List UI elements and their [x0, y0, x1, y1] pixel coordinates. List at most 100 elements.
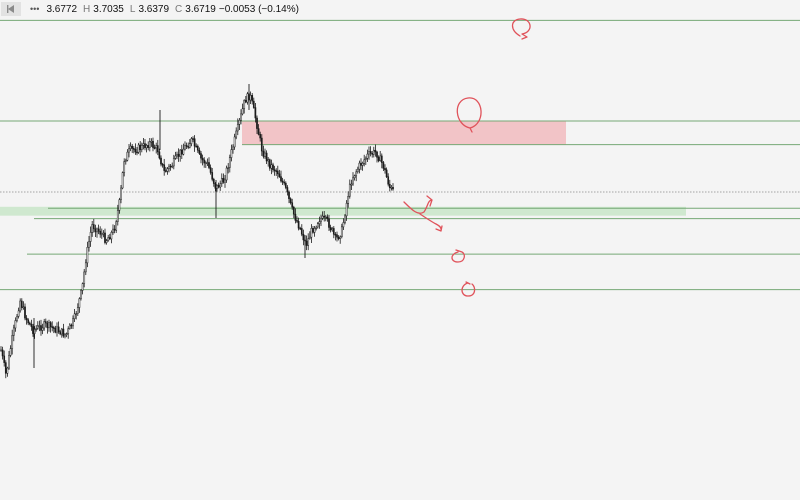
- candle-body: [376, 151, 378, 158]
- candle-body: [155, 145, 158, 149]
- candle: [121, 171, 124, 190]
- candle-body: [91, 224, 94, 233]
- candle-body: [192, 138, 194, 140]
- candle: [12, 324, 15, 342]
- candle: [126, 149, 129, 162]
- candle-body: [372, 149, 375, 155]
- candle: [366, 149, 369, 162]
- candle-body: [67, 328, 70, 335]
- candle-body: [148, 141, 151, 148]
- candle: [356, 166, 359, 174]
- candle-body: [102, 232, 105, 235]
- candle-body: [83, 271, 86, 284]
- candle-body: [196, 145, 199, 151]
- candle: [318, 216, 321, 229]
- candle-body: [190, 138, 193, 144]
- collapse-arrow-icon[interactable]: [1, 2, 21, 16]
- annotations-layer: [403, 18, 531, 297]
- candle-body: [203, 159, 206, 164]
- candle-body: [168, 165, 170, 169]
- candle: [312, 225, 314, 234]
- candle: [376, 150, 378, 163]
- candle: [328, 214, 330, 232]
- candle: [84, 259, 87, 276]
- candle-body: [302, 233, 305, 241]
- candle: [249, 91, 252, 105]
- candle-body: [347, 196, 350, 204]
- candle: [179, 149, 182, 162]
- candle: [208, 157, 210, 170]
- candle-body: [236, 124, 239, 132]
- candle-body: [217, 185, 220, 188]
- candle-body: [57, 326, 60, 332]
- supply-zone: [242, 120, 566, 145]
- candle: [9, 345, 12, 358]
- candle: [100, 228, 103, 239]
- candle-body: [318, 221, 321, 224]
- candle-body: [273, 169, 276, 171]
- candle: [152, 137, 154, 152]
- candle-body: [276, 170, 279, 175]
- candle-body: [238, 119, 241, 125]
- candle-body: [20, 300, 23, 308]
- candle-body: [368, 151, 370, 155]
- candle: [104, 228, 106, 245]
- candle: [324, 214, 327, 222]
- candle-body: [36, 325, 39, 329]
- candle: [360, 158, 362, 171]
- candle: [132, 146, 135, 154]
- candle: [196, 144, 199, 153]
- candle-body: [291, 202, 294, 208]
- candle: [160, 155, 162, 167]
- candle-body: [184, 145, 186, 150]
- candle: [158, 148, 161, 160]
- candle-body: [363, 159, 366, 164]
- candle: [116, 204, 119, 226]
- candle-body: [211, 172, 214, 180]
- candle-body: [209, 167, 212, 173]
- candle: [97, 224, 100, 235]
- candle: [288, 190, 290, 204]
- circle-supply-zone: [456, 97, 482, 133]
- high-key: H: [83, 3, 91, 15]
- candle: [96, 227, 98, 238]
- candle-body: [377, 157, 380, 161]
- candle: [278, 169, 281, 178]
- candle: [24, 303, 26, 321]
- candle-body: [241, 108, 244, 115]
- candle-body: [326, 216, 329, 219]
- open-value: 3.6772: [46, 3, 78, 15]
- candle-body: [283, 181, 286, 184]
- candle: [32, 323, 34, 337]
- candle: [161, 162, 164, 168]
- candle: [302, 229, 305, 246]
- candle: [166, 166, 169, 175]
- candle: [99, 226, 102, 238]
- candle-body: [315, 226, 318, 229]
- ellipsis-icon[interactable]: •••: [30, 4, 40, 14]
- candle: [246, 91, 249, 105]
- candle-body: [206, 162, 209, 164]
- candle: [0, 346, 2, 352]
- candle: [220, 173, 223, 187]
- candle: [270, 159, 273, 175]
- candle-body: [1, 349, 4, 357]
- candle-body: [252, 100, 255, 108]
- circle-arrow-top: [511, 18, 531, 40]
- candle-body: [120, 187, 122, 200]
- candle-body: [374, 149, 377, 153]
- candle-body: [388, 183, 391, 188]
- candle-body: [161, 163, 164, 166]
- candle-body: [264, 152, 266, 157]
- candle-body: [350, 183, 353, 186]
- candle: [198, 147, 201, 156]
- candle: [108, 233, 111, 241]
- candle-body: [233, 136, 236, 148]
- candle-body: [92, 224, 95, 230]
- candle-body: [288, 191, 290, 199]
- candle: [88, 235, 90, 252]
- candle: [67, 326, 70, 339]
- candle-body: [160, 157, 162, 165]
- candle: [345, 200, 348, 221]
